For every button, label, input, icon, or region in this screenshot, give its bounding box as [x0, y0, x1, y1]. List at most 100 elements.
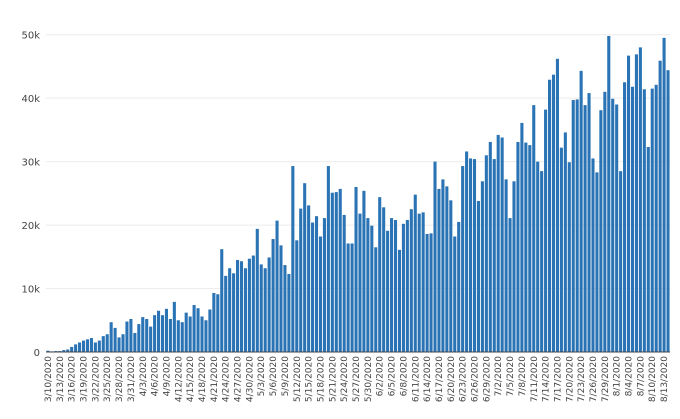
x-tick-label: 7/23/2020	[577, 356, 587, 402]
bar	[658, 60, 662, 353]
bar	[125, 321, 129, 352]
bar	[492, 159, 496, 352]
x-tick-label: 5/15/2020	[305, 356, 315, 402]
y-tick-label: 20k	[21, 221, 40, 232]
bar	[330, 192, 334, 352]
x-tick-label: 4/24/2020	[222, 356, 232, 402]
x-tick-label: 3/19/2020	[80, 356, 90, 402]
bar	[390, 218, 394, 352]
x-tick-label: 7/20/2020	[565, 356, 575, 402]
x-tick-label: 6/23/2020	[459, 356, 469, 402]
x-tick-label: 5/21/2020	[328, 356, 338, 402]
y-tick-label: 30k	[21, 158, 40, 169]
bar	[93, 342, 97, 352]
bar	[157, 310, 161, 352]
bar	[243, 268, 247, 352]
bar	[551, 74, 556, 353]
bar	[567, 162, 571, 352]
bar	[476, 200, 480, 352]
x-tick-label: 8/10/2020	[648, 356, 658, 402]
y-tick-label: 0	[34, 348, 40, 359]
x-tick-label: 3/10/2020	[44, 356, 54, 402]
bar	[619, 171, 623, 352]
x-tick-label: 8/13/2020	[660, 356, 670, 402]
bar	[224, 275, 228, 352]
x-tick-label: 6/8/2020	[399, 356, 409, 397]
bar	[338, 188, 342, 352]
bar	[196, 308, 200, 352]
bar	[603, 91, 607, 352]
bar	[259, 264, 263, 352]
x-tick-label: 7/11/2020	[530, 356, 540, 402]
bar	[200, 316, 204, 352]
bar	[192, 305, 196, 352]
x-tick-label: 4/6/2020	[151, 356, 161, 397]
x-tick-label: 6/2/2020	[376, 356, 386, 397]
x-tick-label: 3/28/2020	[115, 356, 125, 402]
bar	[662, 37, 666, 353]
bar	[362, 190, 366, 352]
bar	[46, 350, 50, 352]
bar	[472, 159, 477, 352]
bar	[512, 181, 516, 352]
bar	[358, 213, 362, 352]
bar	[465, 151, 469, 352]
x-tick-label: 7/14/2020	[542, 356, 552, 402]
bar	[563, 132, 567, 352]
bar	[89, 338, 93, 352]
bar	[559, 147, 563, 352]
bar	[299, 208, 303, 352]
bar	[184, 312, 188, 352]
bar	[109, 322, 113, 352]
x-tick-label: 7/17/2020	[553, 356, 563, 402]
bar	[508, 218, 512, 352]
bar	[137, 324, 141, 352]
x-tick-label: 6/17/2020	[435, 356, 445, 402]
bar	[516, 141, 520, 352]
x-tick-label: 7/8/2020	[518, 356, 528, 397]
bar	[457, 221, 461, 352]
bar	[133, 332, 137, 352]
x-tick-label: 6/11/2020	[411, 356, 421, 402]
bar	[141, 317, 145, 352]
x-tick-label: 7/26/2020	[589, 356, 599, 402]
bar	[650, 88, 654, 352]
bar	[275, 220, 279, 352]
bar	[334, 192, 338, 352]
bar	[121, 334, 125, 352]
bar	[113, 327, 117, 352]
bar	[267, 257, 271, 352]
bar	[295, 240, 299, 352]
bar	[263, 268, 267, 352]
bar	[160, 315, 165, 352]
bar	[638, 47, 642, 352]
bar	[496, 134, 500, 352]
bar	[220, 249, 224, 352]
x-tick-label: 5/12/2020	[293, 356, 303, 402]
bar	[587, 93, 591, 352]
bar	[291, 166, 295, 352]
bar	[78, 342, 82, 352]
x-tick-label: 5/9/2020	[281, 356, 291, 397]
bar	[401, 223, 405, 352]
x-tick-label: 5/27/2020	[352, 356, 362, 402]
bar	[591, 158, 595, 352]
x-tick-label: 6/29/2020	[482, 356, 492, 402]
bar	[488, 141, 492, 352]
x-axis-ticks: 3/10/2020 3/13/2020 3/16/2020 3/19/2020 3/22…	[44, 356, 670, 402]
bar	[322, 218, 326, 352]
x-tick-label: 6/20/2020	[447, 356, 457, 402]
x-tick-label: 3/31/2020	[127, 356, 137, 402]
bar	[646, 147, 650, 352]
bar	[374, 247, 378, 352]
bar	[303, 183, 307, 352]
bar	[480, 181, 484, 352]
bar	[62, 350, 66, 352]
bar	[599, 110, 603, 353]
bar	[153, 315, 157, 352]
bar	[607, 35, 611, 353]
x-tick-label: 8/1/2020	[613, 356, 623, 397]
bar	[445, 186, 449, 352]
bar	[461, 166, 465, 352]
bar	[397, 249, 402, 352]
